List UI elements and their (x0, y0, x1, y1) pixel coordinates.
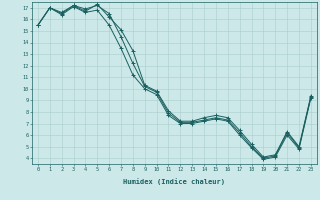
X-axis label: Humidex (Indice chaleur): Humidex (Indice chaleur) (124, 178, 225, 185)
